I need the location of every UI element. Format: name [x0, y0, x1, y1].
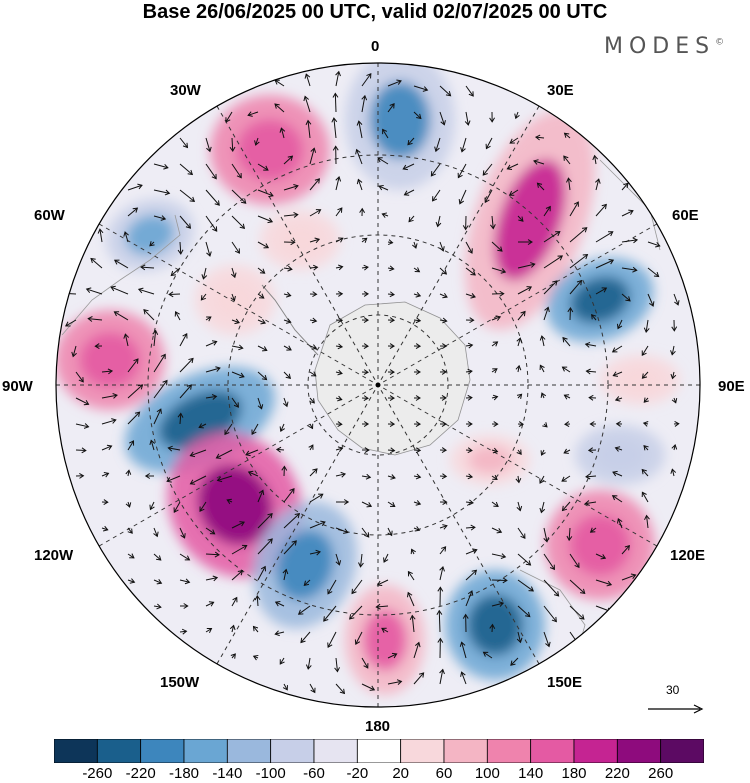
lon-label-180: 180: [365, 718, 391, 735]
lon-label-60w: 60W: [34, 207, 65, 224]
colorbar-swatch: [486, 739, 532, 763]
colorbar-tick-label: 20: [392, 765, 409, 782]
lon-label-120e: 120E: [670, 547, 706, 564]
map-title: Base 26/06/2025 00 UTC, valid 02/07/2025…: [142, 1, 608, 23]
lon-label-120w: 120W: [34, 547, 74, 564]
colorbar-swatch: [140, 739, 185, 763]
colorbar-swatch: [400, 739, 445, 763]
colorbar-swatch: [54, 739, 98, 763]
colorbar-tick-label: 220: [604, 765, 630, 782]
colorbar-swatch: [660, 739, 704, 763]
lon-label-90w: 90W: [2, 378, 33, 395]
colorbar-swatch: [443, 739, 488, 763]
colorbar-tick-label: -220: [125, 765, 156, 782]
colorbar-swatch: [96, 739, 142, 763]
lon-label-90e: 90E: [718, 378, 745, 395]
colorbar-swatch: [313, 739, 358, 763]
lon-label-60e: 60E: [672, 207, 699, 224]
colorbar-tick-label: -180: [168, 765, 200, 782]
colorbar-tick-label: -60: [303, 765, 325, 782]
colorbar-tick-label: 60: [435, 765, 453, 782]
colorbar-swatch: [356, 739, 402, 763]
colorbar-swatch: [616, 739, 662, 763]
lon-label-30e: 30E: [547, 82, 574, 99]
lon-label-150w: 150W: [160, 674, 200, 691]
colorbar-tick-label: 180: [561, 765, 587, 782]
colorbar-swatch: [183, 739, 228, 763]
colorbar-tick-label: 260: [648, 765, 674, 782]
colorbar-swatch: [573, 739, 618, 763]
colorbar: [54, 739, 704, 763]
brand-text: MODES: [604, 34, 716, 59]
colorbar-swatch: [226, 739, 272, 763]
colorbar-tick-label: -20: [346, 765, 369, 782]
modes-logo: MODES©: [604, 34, 724, 59]
colorbar-tick-label: -100: [255, 765, 286, 782]
colorbar-tick-label: 100: [474, 765, 500, 782]
brand-mark: ©: [715, 37, 725, 48]
map-disc: [56, 63, 700, 707]
reference-vector-arrow: [648, 704, 704, 714]
colorbar-tick-label: 140: [518, 765, 544, 782]
colorbar-swatch: [530, 739, 575, 763]
colorbar-tick-label: -260: [82, 765, 113, 782]
wind-vectors: [63, 70, 680, 695]
reference-vector-label: 30: [666, 683, 680, 697]
lon-label-150e: 150E: [547, 674, 583, 691]
colorbar-tick-label: -140: [212, 765, 243, 782]
lon-label-0: 0: [371, 38, 380, 55]
colorbar-swatch: [270, 739, 315, 763]
lon-label-30w: 30W: [170, 82, 201, 99]
map-boundary: [55, 62, 701, 708]
